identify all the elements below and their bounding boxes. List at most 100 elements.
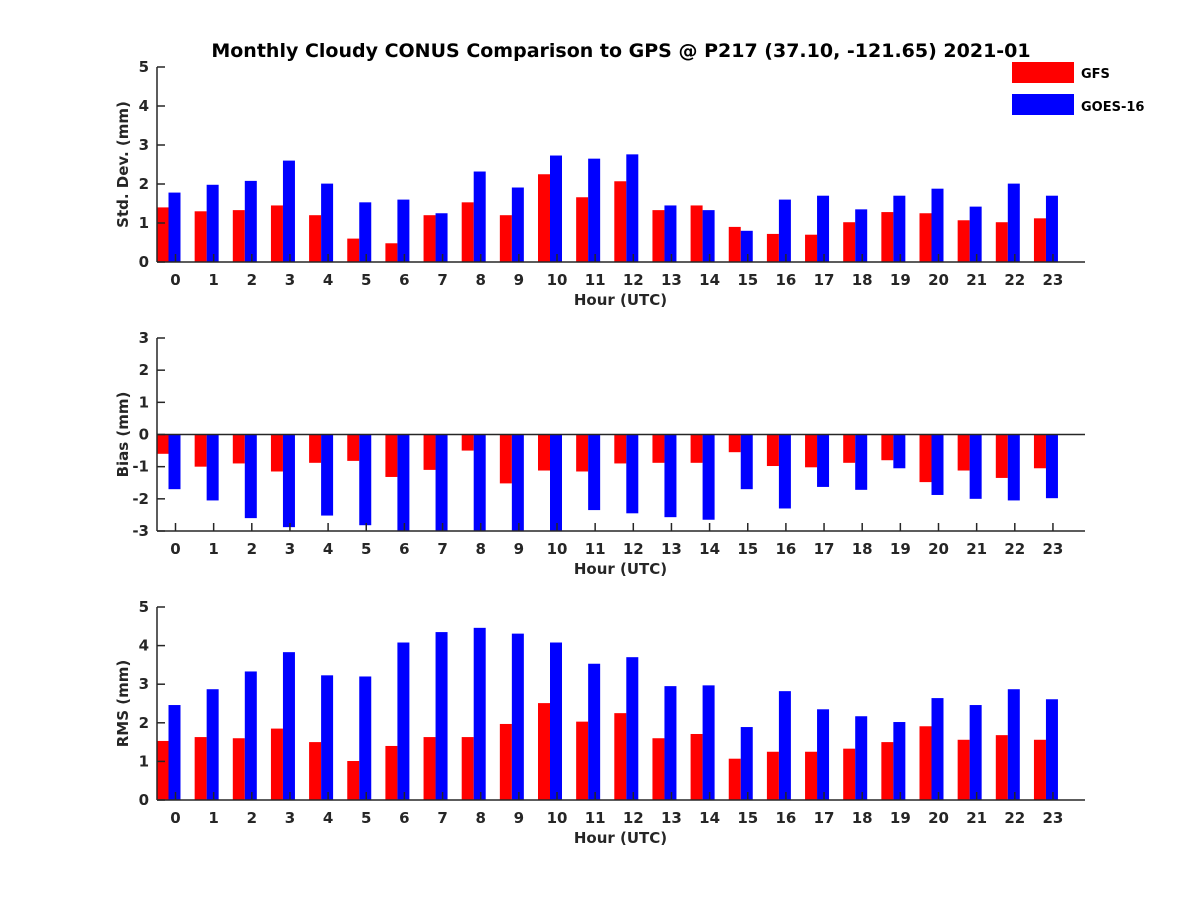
bias-bar-goes16-2 [244, 434, 257, 519]
legend-swatch-goes16 [1012, 94, 1074, 115]
std-dev-xtick-label-2: 2 [247, 271, 257, 289]
bias-ytick-label--2: -2 [132, 490, 149, 508]
std-dev-ytick-label-2: 2 [139, 175, 149, 193]
std-dev-bar-goes16-13 [664, 205, 677, 262]
std-dev-ytick-label-0: 0 [139, 253, 149, 271]
bias-bar-gfs-2 [232, 434, 245, 464]
bias-bar-goes16-18 [855, 434, 868, 490]
std-dev-bar-goes16-23 [1045, 195, 1058, 262]
std-dev-xtick-label-19: 19 [890, 271, 911, 289]
bias-xtick-label-23: 23 [1043, 540, 1064, 558]
std-dev-bar-goes16-22 [1007, 183, 1020, 262]
bias-bar-gfs-11 [576, 434, 589, 472]
std-dev-bar-goes16-10 [550, 155, 562, 262]
rms-bar-gfs-18 [843, 748, 856, 800]
std-dev-bar-gfs-14 [690, 205, 703, 262]
rms-xtick-label-6: 6 [399, 809, 409, 827]
chart-title: Monthly Cloudy CONUS Comparison to GPS @… [211, 40, 1030, 62]
rms-bar-goes16-19 [893, 722, 906, 800]
rms-xtick-label-13: 13 [661, 809, 682, 827]
bias-bar-goes16-7 [435, 434, 448, 531]
bias-bar-gfs-13 [652, 434, 665, 463]
bias-bar-gfs-9 [499, 434, 512, 484]
bias-bar-goes16-5 [359, 434, 372, 526]
rms-bar-goes16-10 [550, 642, 562, 800]
rms-bar-goes16-20 [931, 698, 944, 800]
std-dev-bar-gfs-20 [919, 213, 932, 262]
rms-bar-gfs-23 [1033, 739, 1046, 800]
rms-bar-goes16-15 [740, 727, 753, 800]
rms-xtick-label-18: 18 [852, 809, 873, 827]
rms-bar-gfs-9 [499, 723, 512, 800]
std-dev-xtick-label-12: 12 [623, 271, 644, 289]
bias-ytick-label--3: -3 [132, 522, 149, 540]
std-dev-bar-gfs-4 [309, 215, 322, 262]
bias-bar-gfs-5 [347, 434, 360, 461]
bias-xtick-label-19: 19 [890, 540, 911, 558]
bias-bar-gfs-17 [805, 434, 818, 468]
bias-bar-goes16-6 [397, 434, 410, 531]
bias-xtick-label-5: 5 [361, 540, 371, 558]
bias-bar-gfs-19 [881, 434, 894, 461]
bias-bar-goes16-1 [206, 434, 219, 501]
rms-bar-goes16-9 [511, 633, 524, 800]
std-dev-bar-goes16-8 [473, 171, 486, 262]
bias-xtick-label-7: 7 [437, 540, 447, 558]
bias-bar-gfs-21 [957, 434, 970, 471]
std-dev-xtick-label-18: 18 [852, 271, 873, 289]
rms-bar-goes16-14 [702, 685, 715, 800]
std-dev-bar-goes16-5 [359, 202, 372, 262]
bias-bar-gfs-4 [309, 434, 322, 463]
rms-xtick-label-12: 12 [623, 809, 644, 827]
bias-xtick-label-20: 20 [928, 540, 949, 558]
std-dev-bar-gfs-3 [270, 205, 283, 262]
rms-xtick-label-8: 8 [475, 809, 485, 827]
std-dev-bar-goes16-12 [626, 154, 639, 262]
std-dev-bar-gfs-18 [843, 222, 856, 262]
bias-bar-goes16-13 [664, 434, 677, 518]
std-dev-x-axis-label: Hour (UTC) [574, 291, 667, 309]
std-dev-bar-goes16-18 [855, 209, 868, 262]
rms-bar-gfs-19 [881, 742, 894, 800]
bias-bar-goes16-11 [588, 434, 601, 511]
std-dev-xtick-label-13: 13 [661, 271, 682, 289]
std-dev-bar-gfs-16 [766, 233, 779, 262]
rms-bar-gfs-3 [270, 728, 283, 800]
bias-bar-goes16-8 [473, 434, 486, 531]
bias-bar-gfs-0 [156, 434, 169, 454]
rms-bar-gfs-12 [614, 713, 627, 800]
rms-ytick-label-4: 4 [139, 637, 149, 655]
bias-bar-goes16-15 [740, 434, 753, 490]
rms-xtick-label-21: 21 [966, 809, 987, 827]
bias-xtick-label-13: 13 [661, 540, 682, 558]
std-dev-xtick-label-21: 21 [966, 271, 987, 289]
bias-xtick-label-17: 17 [814, 540, 835, 558]
std-dev-bar-gfs-2 [232, 210, 245, 262]
bias-bar-gfs-6 [385, 434, 398, 477]
bias-bar-goes16-20 [931, 434, 944, 495]
std-dev-bar-gfs-10 [538, 174, 550, 262]
std-dev-bar-gfs-12 [614, 181, 627, 262]
bias-bar-goes16-4 [321, 434, 334, 516]
std-dev-xtick-label-8: 8 [475, 271, 485, 289]
std-dev-bar-goes16-21 [969, 206, 982, 262]
bias-xtick-label-21: 21 [966, 540, 987, 558]
bias-bar-goes16-10 [550, 434, 562, 531]
bias-xtick-label-14: 14 [699, 540, 720, 558]
rms-bar-goes16-1 [206, 689, 219, 800]
rms-xtick-label-7: 7 [437, 809, 447, 827]
rms-bar-goes16-13 [664, 686, 677, 800]
std-dev-xtick-label-14: 14 [699, 271, 720, 289]
std-dev-bar-gfs-19 [881, 212, 894, 262]
std-dev-bar-goes16-0 [168, 192, 181, 262]
rms-bar-gfs-0 [156, 740, 169, 800]
std-dev-bar-gfs-8 [461, 202, 474, 262]
bias-xtick-label-22: 22 [1004, 540, 1025, 558]
std-dev-xtick-label-10: 10 [547, 271, 568, 289]
rms-xtick-label-10: 10 [547, 809, 568, 827]
rms-bar-goes16-3 [282, 652, 295, 800]
rms-xtick-label-2: 2 [247, 809, 257, 827]
bias-xtick-label-8: 8 [475, 540, 485, 558]
